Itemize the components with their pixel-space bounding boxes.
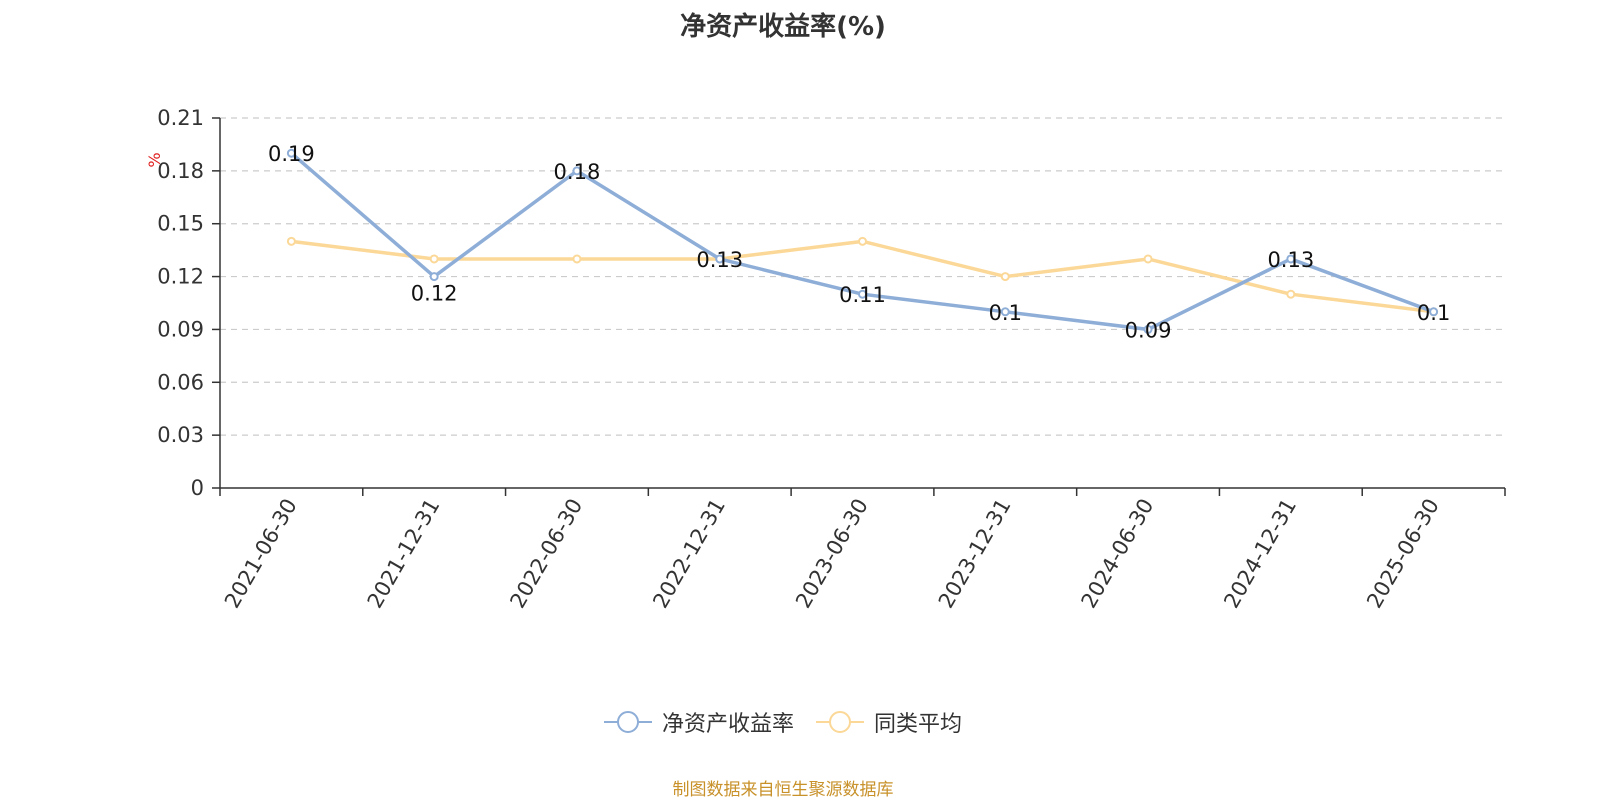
legend-roe-marker-icon <box>603 711 652 733</box>
legend-peer-label: 同类平均 <box>874 712 963 737</box>
data-point <box>1429 307 1439 317</box>
grid-lines <box>220 117 1505 436</box>
x-tick-label: 2023-12-31 <box>934 495 1016 613</box>
data-label: 0.1 <box>1417 301 1450 325</box>
x-tick-label: 2023-06-30 <box>791 495 873 613</box>
data-point <box>715 254 725 264</box>
data-labels: 0.19 0.12 0.18 0.13 0.11 0.1 0.09 0.13 0.1 <box>268 142 1450 342</box>
data-point <box>286 236 296 246</box>
y-tick-label: 0.15 <box>157 212 204 236</box>
legend-roe-label: 净资产收益率 <box>661 712 794 737</box>
data-label: 0.13 <box>696 248 743 272</box>
y-axis-unit-label: % <box>145 152 164 167</box>
series-lines <box>286 148 1439 334</box>
data-label: 0.18 <box>554 160 601 184</box>
data-point <box>1000 272 1010 282</box>
data-point <box>1286 289 1296 299</box>
data-label: 0.12 <box>411 282 458 306</box>
data-label: 0.1 <box>989 301 1022 325</box>
x-tick-label: 2025-06-30 <box>1362 495 1444 613</box>
x-tick-label: 2021-06-30 <box>220 495 302 613</box>
data-label: 0.11 <box>839 283 886 307</box>
data-point <box>1143 324 1153 334</box>
data-point <box>572 254 582 264</box>
data-point <box>858 289 867 299</box>
y-tick-label: 0 <box>191 476 204 500</box>
y-tick-label: 0.03 <box>157 423 204 447</box>
legend-item-roe[interactable]: 净资产收益率 <box>603 706 794 738</box>
source-note: 制图数据来自恒生聚源数据库 <box>672 780 894 800</box>
data-point <box>286 148 296 158</box>
data-point <box>858 236 867 246</box>
y-tick-label: 0.18 <box>157 159 204 183</box>
legend-item-peer-average[interactable]: 同类平均 <box>816 706 962 738</box>
legend: 净资产收益率 同类平均 <box>0 706 1566 738</box>
chart-title: 净资产收益率(%) <box>680 12 886 42</box>
legend-peer-marker-icon <box>816 711 864 733</box>
data-point <box>429 254 439 264</box>
data-point <box>1143 254 1153 264</box>
y-tick-label: 0.06 <box>157 370 204 394</box>
y-tick-label: 0.09 <box>157 317 204 341</box>
x-tick-label: 2024-06-30 <box>1077 495 1159 613</box>
data-label: 0.19 <box>268 142 315 166</box>
data-point <box>1000 307 1010 317</box>
x-tick-label: 2021-12-31 <box>363 494 445 612</box>
data-point <box>429 272 439 282</box>
y-tick-label: 0.21 <box>157 106 204 130</box>
data-point <box>1286 254 1296 264</box>
y-tick-label: 0.12 <box>157 265 204 289</box>
axes: 0 0.03 0.06 0.09 0.12 0.15 0.18 0.21 2021-06-30 2… <box>157 106 1506 613</box>
x-tick-label: 2022-12-31 <box>648 495 730 613</box>
data-label: 0.13 <box>1267 248 1314 272</box>
data-point <box>572 166 582 176</box>
x-tick-label: 2022-06-30 <box>505 495 587 613</box>
data-label: 0.09 <box>1125 318 1172 342</box>
x-tick-label: 2024-12-31 <box>1219 495 1301 613</box>
